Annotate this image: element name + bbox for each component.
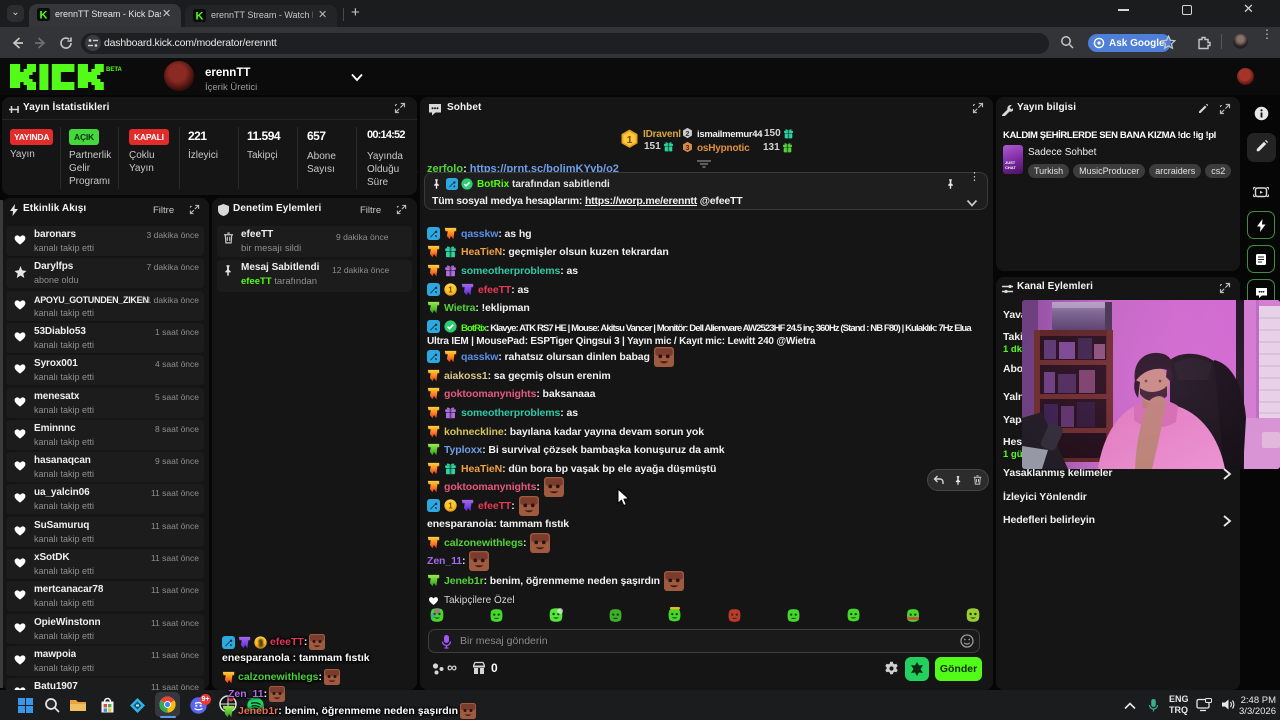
svg-text:BETA: BETA: [106, 67, 123, 73]
svg-text:K: K: [196, 11, 204, 23]
svg-text:1: 1: [627, 134, 633, 146]
svg-text:3: 3: [686, 145, 690, 152]
svg-text:2: 2: [686, 131, 690, 138]
svg-text:K: K: [40, 10, 48, 22]
